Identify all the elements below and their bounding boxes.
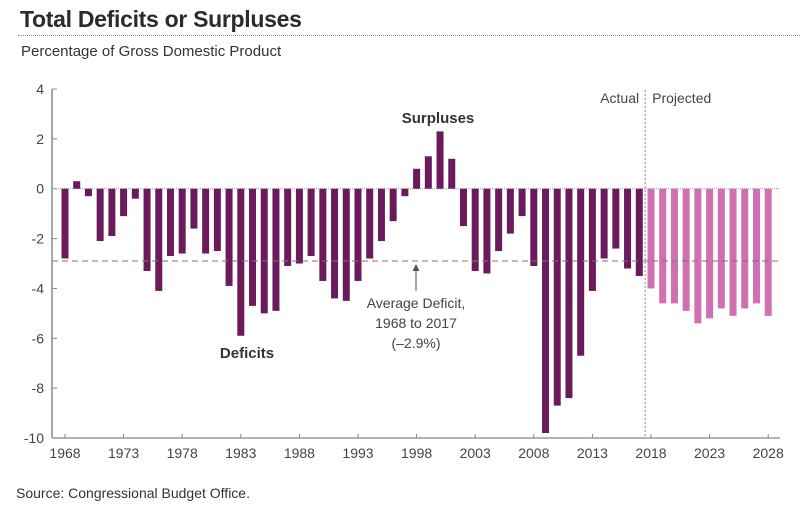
- average-deficit-annotation-line: Average Deficit,: [367, 295, 466, 311]
- y-tick-label: -2: [32, 231, 45, 247]
- x-tick-label: 1973: [108, 445, 139, 461]
- bar-actual-2017: [635, 188, 643, 276]
- bar-projected-2019: [659, 188, 667, 304]
- bar-actual-1996: [389, 188, 397, 222]
- x-tick-label: 1983: [225, 445, 256, 461]
- y-tick-label: 4: [36, 81, 44, 97]
- bar-actual-1997: [401, 188, 409, 197]
- bar-actual-1983: [237, 188, 245, 336]
- x-tick-label: 1978: [167, 445, 198, 461]
- chart-subtitle: Percentage of Gross Domestic Product: [21, 43, 282, 60]
- average-deficit-annotation-line: 1968 to 2017: [375, 315, 457, 331]
- x-tick-label: 2023: [694, 445, 725, 461]
- bar-actual-2005: [495, 188, 503, 252]
- bar-actual-1968: [61, 188, 69, 259]
- bar-actual-1977: [166, 188, 174, 257]
- bar-actual-2014: [600, 188, 608, 259]
- bar-actual-1976: [155, 188, 163, 291]
- bar-actual-2009: [542, 188, 550, 434]
- bar-actual-1991: [331, 188, 339, 299]
- average-deficit-annotation-line: (–2.9%): [391, 335, 440, 351]
- bar-actual-2001: [448, 158, 456, 189]
- x-tick-label: 1998: [401, 445, 432, 461]
- y-tick-label: -10: [24, 430, 44, 446]
- y-tick-label: 0: [36, 181, 44, 197]
- bar-projected-2024: [717, 188, 725, 309]
- actual-label: Actual: [600, 90, 639, 106]
- bar-actual-1975: [143, 188, 151, 271]
- x-tick-label: 1988: [284, 445, 315, 461]
- bar-actual-1990: [319, 188, 327, 281]
- bar-actual-1981: [213, 188, 221, 252]
- bar-actual-2016: [624, 188, 632, 269]
- bar-actual-2006: [506, 188, 514, 234]
- bar-actual-2000: [436, 131, 444, 189]
- bar-chart: 4 2 0 -2 -4 -6 -8 -10 1968 1973 1978 1983 1988 1993 19…: [24, 81, 784, 461]
- projected-label: Projected: [652, 90, 711, 106]
- bar-projected-2027: [752, 188, 760, 304]
- bar-actual-1987: [284, 188, 292, 266]
- bar-actual-2010: [553, 188, 561, 406]
- bar-actual-2011: [565, 188, 573, 399]
- x-tick-label: 2013: [577, 445, 608, 461]
- x-tick-label: 2003: [460, 445, 491, 461]
- bar-actual-1974: [131, 188, 139, 199]
- bar-actual-1988: [295, 188, 303, 264]
- bar-actual-1971: [96, 188, 104, 242]
- bar-actual-2013: [588, 188, 596, 291]
- bar-actual-2015: [612, 188, 620, 249]
- bar-projected-2018: [647, 188, 655, 289]
- bar-actual-1979: [190, 188, 198, 229]
- surpluses-label: Surpluses: [402, 110, 475, 127]
- bar-actual-2004: [483, 188, 491, 274]
- y-tick-label: -6: [32, 330, 45, 346]
- y-tick-label: 2: [36, 131, 44, 147]
- bar-actual-1989: [307, 188, 315, 257]
- bar-projected-2021: [682, 188, 690, 311]
- x-tick-label: 2018: [635, 445, 666, 461]
- x-tick-label: 1993: [342, 445, 373, 461]
- bar-projected-2026: [741, 188, 749, 309]
- bar-actual-1982: [225, 188, 233, 286]
- y-tick-label: -8: [32, 380, 45, 396]
- y-tick-label: -4: [32, 280, 45, 296]
- bar-actual-1995: [377, 188, 385, 242]
- bar-actual-1984: [249, 188, 257, 306]
- bar-projected-2023: [706, 188, 714, 319]
- bar-actual-1972: [108, 188, 116, 237]
- bar-projected-2020: [670, 188, 678, 304]
- chart-title: Total Deficits or Surpluses: [20, 6, 302, 32]
- bar-actual-1980: [202, 188, 210, 254]
- bar-projected-2022: [694, 188, 702, 324]
- bar-actual-1973: [120, 188, 128, 217]
- bar-actual-2008: [530, 188, 538, 266]
- bar-actual-1978: [178, 188, 186, 254]
- title-divider: [18, 35, 800, 36]
- deficits-label: Deficits: [220, 345, 274, 362]
- bar-actual-1986: [272, 188, 280, 311]
- bar-actual-2007: [518, 188, 526, 217]
- bar-actual-1970: [84, 188, 92, 197]
- average-arrow-head: [412, 264, 420, 272]
- bar-actual-2002: [459, 188, 467, 227]
- bar-actual-1992: [342, 188, 350, 301]
- bar-actual-1998: [413, 168, 421, 189]
- bar-actual-1999: [424, 156, 432, 189]
- x-tick-label: 2028: [753, 445, 784, 461]
- bar-actual-2003: [471, 188, 479, 271]
- x-tick-label: 1968: [49, 445, 80, 461]
- bar-actual-1993: [354, 188, 362, 281]
- bar-actual-1969: [73, 181, 81, 189]
- bar-actual-2012: [577, 188, 585, 356]
- bar-projected-2028: [764, 188, 772, 316]
- x-tick-label: 2008: [518, 445, 549, 461]
- bar-projected-2025: [729, 188, 737, 316]
- source-note: Source: Congressional Budget Office.: [16, 485, 250, 501]
- bar-actual-1985: [260, 188, 268, 314]
- bar-actual-1994: [366, 188, 374, 259]
